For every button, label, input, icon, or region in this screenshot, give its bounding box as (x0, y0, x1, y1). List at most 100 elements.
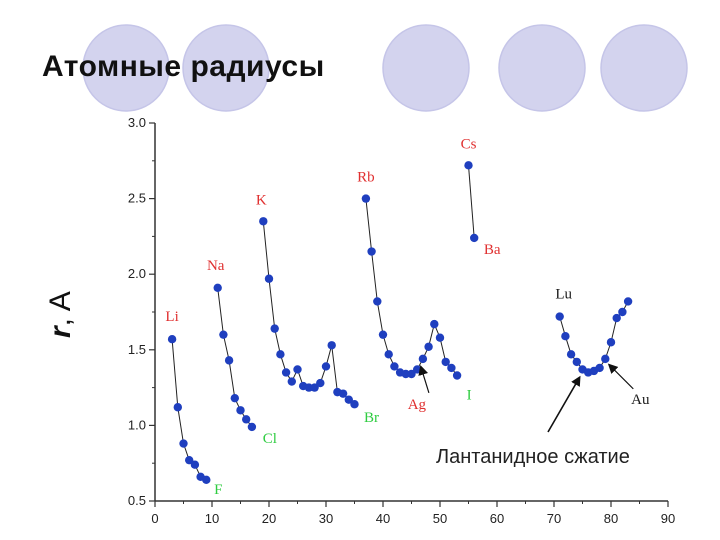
data-point (595, 363, 604, 373)
data-point (338, 389, 348, 398)
decorative-circle-3 (382, 24, 470, 112)
x-tick-label: 10 (205, 511, 219, 526)
data-point (259, 217, 268, 226)
x-tick-label: 50 (433, 511, 447, 526)
element-label: Rb (357, 170, 375, 186)
data-point (185, 455, 194, 465)
data-point (287, 377, 296, 386)
data-point (310, 383, 319, 392)
page-title: Атомные радиусы (42, 50, 325, 83)
element-label: Na (207, 258, 225, 274)
series-line-5 (468, 165, 475, 238)
element-label: I (467, 388, 472, 404)
data-point (555, 312, 564, 321)
data-point (618, 307, 627, 317)
element-labels: Li Na K Rb Cs Ba F Cl Br I Ag Lu Au (165, 136, 650, 497)
y-axis-label: r, A (44, 291, 77, 338)
decorative-circle-2 (182, 24, 270, 112)
x-tick-label: 70 (547, 511, 561, 526)
x-tick-label: 60 (490, 511, 504, 526)
decorative-circle-1 (82, 24, 170, 112)
x-tick-label: 0 (151, 511, 158, 526)
data-point (179, 439, 188, 448)
data-point (435, 333, 445, 342)
element-label: Cs (461, 136, 477, 152)
series-line-6 (559, 301, 629, 374)
annotation-group: Лантанидное сжатие (436, 375, 630, 468)
y-tick-label: 2.0 (128, 266, 146, 281)
ag-pointer-arrow (418, 364, 430, 394)
data-point (167, 335, 177, 344)
data-point (293, 365, 302, 374)
decorative-circle-4 (498, 24, 586, 112)
data-point (447, 363, 456, 373)
data-point (213, 283, 222, 293)
data-point (566, 350, 576, 359)
x-tick-label: 90 (661, 511, 675, 526)
data-point (219, 330, 228, 339)
data-point (316, 378, 325, 388)
data-point (623, 297, 633, 306)
data-point (373, 297, 382, 306)
series-lines (171, 165, 629, 481)
y-axis-label-unit: , A (44, 291, 77, 326)
data-point (413, 365, 422, 374)
data-point (424, 342, 433, 351)
x-tick-label: 20 (262, 511, 276, 526)
data-point (236, 406, 245, 415)
data-point (606, 338, 616, 347)
x-tick-label: 80 (604, 511, 618, 526)
data-point (470, 233, 479, 243)
data-point (612, 313, 621, 323)
series-line-2 (217, 287, 253, 428)
data-point (572, 357, 581, 367)
element-label: Li (165, 309, 178, 325)
chart-axes: 0 10 20 30 40 50 60 70 80 90 0.5 1.0 1.5 2.0 2.5 3.0 r, … (44, 115, 675, 526)
element-label: Br (364, 410, 379, 426)
data-point (361, 194, 371, 203)
lanthanide-arrow (547, 375, 581, 433)
annotation-text: Лантанидное сжатие (436, 446, 630, 468)
x-tick-label: 30 (319, 511, 333, 526)
data-point (190, 460, 200, 469)
y-tick-label: 0.5 (128, 493, 146, 508)
data-point (230, 393, 239, 403)
data-point (452, 371, 462, 380)
data-point (378, 330, 388, 339)
series-line-4 (365, 198, 458, 376)
data-point (224, 356, 234, 365)
data-point (173, 403, 182, 412)
element-label: Ba (484, 242, 501, 258)
element-label: Cl (263, 431, 277, 447)
y-tick-label: 2.5 (128, 191, 146, 206)
data-point (430, 319, 439, 329)
x-tick-label: 40 (376, 511, 390, 526)
data-point (350, 400, 359, 409)
au-pointer-arrow (607, 363, 634, 390)
data-point (344, 395, 353, 404)
data-point (367, 247, 376, 256)
y-tick-label: 1.5 (128, 342, 146, 357)
data-point (390, 362, 399, 371)
data-point (601, 354, 610, 364)
data-point (464, 161, 473, 170)
data-point (242, 415, 251, 424)
data-point (384, 350, 393, 359)
element-label: F (214, 482, 222, 498)
y-tick-label: 1.0 (128, 417, 146, 432)
data-point (441, 357, 450, 367)
data-point (407, 369, 416, 379)
decorative-circle-5 (600, 24, 688, 112)
element-label: K (256, 192, 267, 208)
element-label: Lu (555, 287, 572, 303)
y-axis-label-symbol: r (44, 324, 77, 338)
data-point (270, 324, 279, 333)
data-point (327, 341, 336, 350)
data-point (418, 354, 428, 364)
data-point (247, 422, 257, 432)
data-points (167, 161, 633, 485)
data-point (202, 475, 211, 485)
data-point (281, 368, 291, 377)
data-point (264, 274, 274, 283)
